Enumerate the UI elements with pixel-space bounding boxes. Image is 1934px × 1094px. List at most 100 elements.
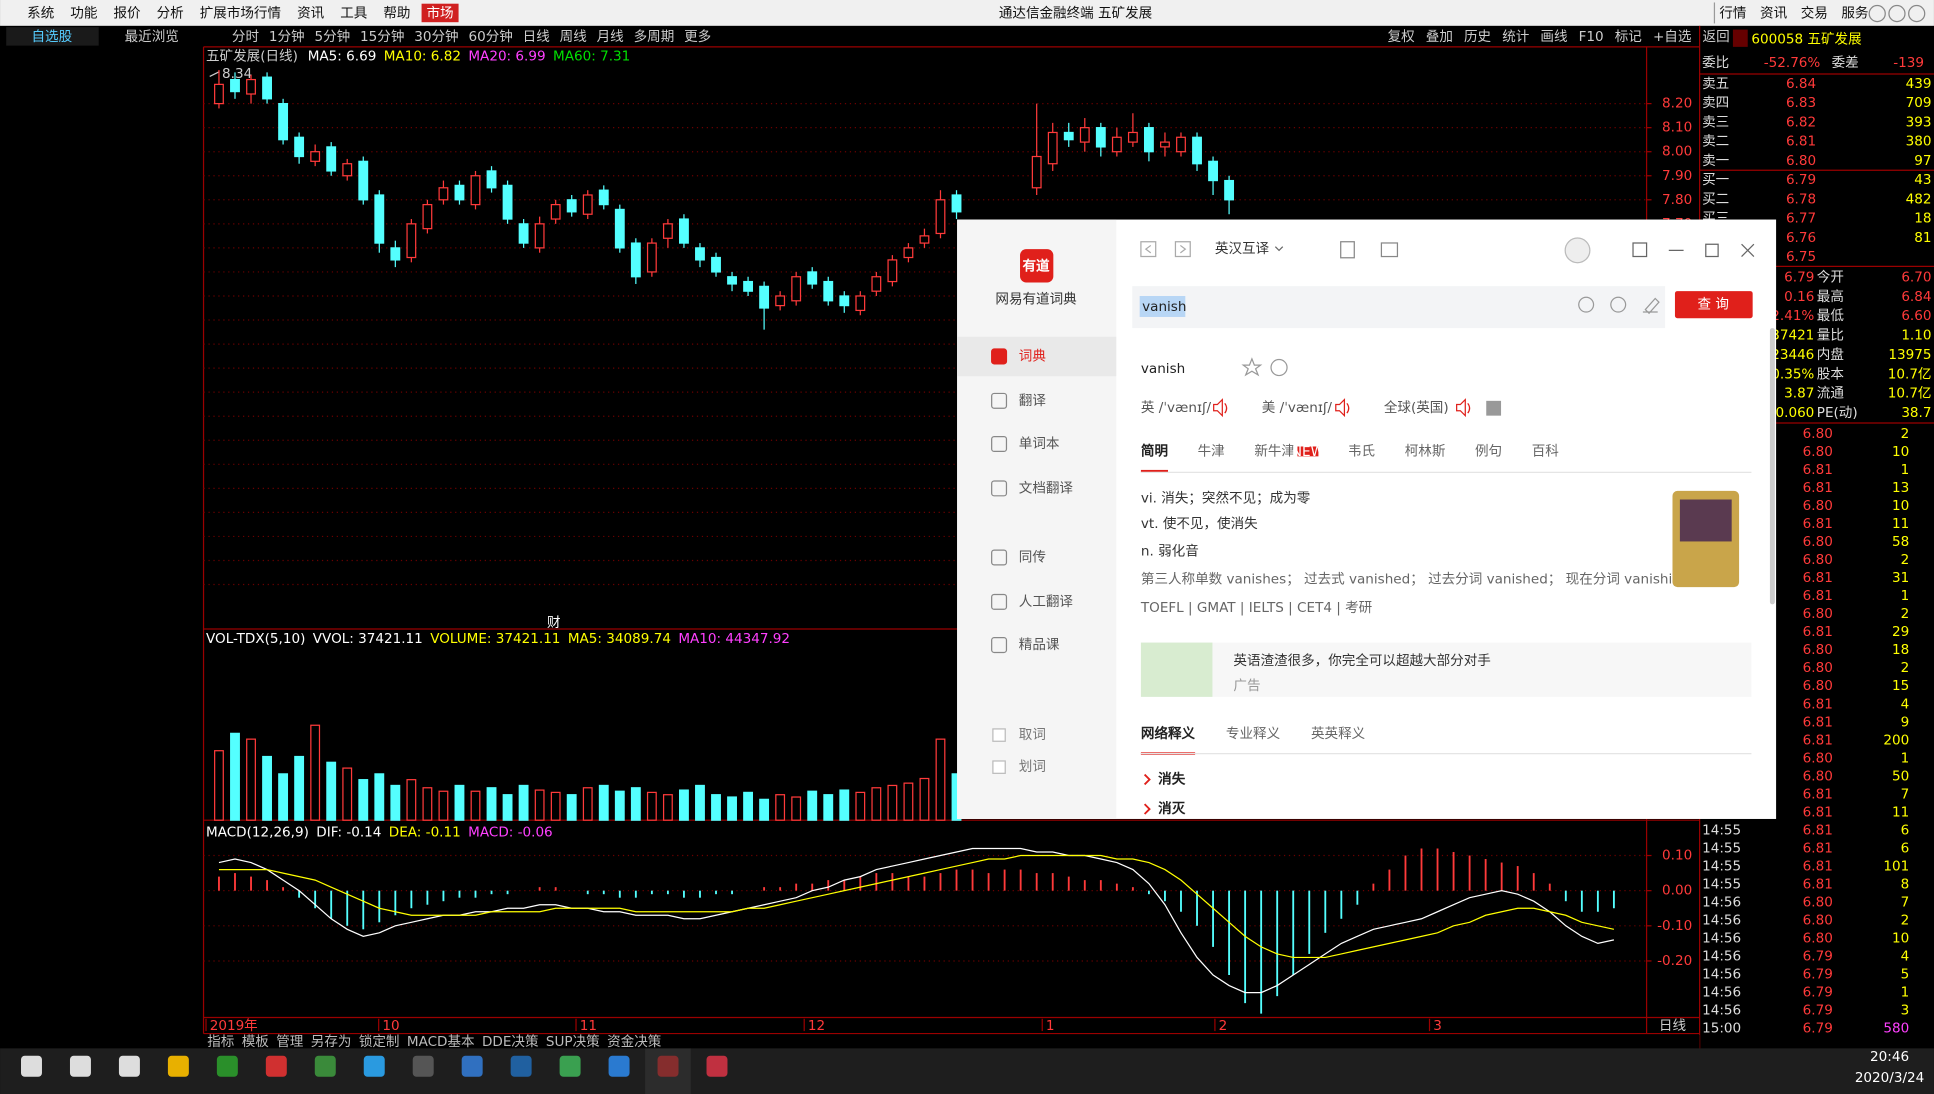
taskbar-icon[interactable] bbox=[510, 1055, 532, 1077]
menu-item-active[interactable]: 市场 bbox=[427, 5, 454, 22]
tool-button[interactable]: 历史 bbox=[1464, 29, 1492, 45]
period-button[interactable]: 1分钟 bbox=[269, 28, 305, 45]
tick-price: 6.81 bbox=[1803, 462, 1833, 478]
taskbar-icon[interactable] bbox=[314, 1055, 336, 1077]
tool-button[interactable]: 画线 bbox=[1540, 29, 1568, 45]
speaker-icon[interactable] bbox=[1213, 398, 1228, 418]
sidebar-tab[interactable]: 自选股 bbox=[32, 29, 73, 45]
tool-button[interactable]: 统计 bbox=[1502, 29, 1529, 45]
bottom-tab[interactable]: 锁定制 bbox=[359, 1034, 400, 1050]
stat-label: 股本 bbox=[1817, 366, 1845, 382]
candle-body bbox=[422, 203, 433, 230]
period-button[interactable]: 5分钟 bbox=[314, 28, 350, 45]
macd-header: DEA: -0.11 bbox=[389, 825, 461, 841]
tick-price: 6.80 bbox=[1803, 894, 1833, 910]
mode-select[interactable]: 英汉互译 bbox=[1215, 240, 1270, 257]
nav-item[interactable]: 同传 bbox=[1019, 549, 1046, 565]
taskbar-icon[interactable] bbox=[559, 1055, 581, 1077]
web-tab[interactable]: 专业释义 bbox=[1226, 726, 1281, 742]
bottom-tab[interactable]: 指标 bbox=[207, 1034, 234, 1050]
tool-button[interactable]: 返回 bbox=[1703, 29, 1730, 45]
dict-tab[interactable]: 韦氏 bbox=[1348, 443, 1375, 459]
taskbar-icon[interactable] bbox=[21, 1055, 42, 1077]
menu-item[interactable]: 扩展市场行情 bbox=[200, 5, 281, 22]
taskbar-icon[interactable] bbox=[167, 1055, 189, 1077]
tool-button[interactable]: 标记 bbox=[1615, 29, 1643, 45]
menu-item[interactable]: 报价 bbox=[113, 6, 141, 22]
period-button[interactable]: 60分钟 bbox=[468, 28, 512, 45]
menu-right-item[interactable]: 交易 bbox=[1801, 5, 1828, 22]
search-button[interactable] bbox=[1674, 291, 1753, 319]
bottom-tab[interactable]: SUP决策 bbox=[546, 1033, 600, 1050]
period-button[interactable]: 30分钟 bbox=[414, 28, 458, 45]
period-button[interactable]: 15分钟 bbox=[360, 28, 404, 45]
tick-time: 14:55 bbox=[1702, 840, 1741, 856]
period-button[interactable]: 分时 bbox=[232, 29, 260, 45]
volume-bar bbox=[662, 794, 673, 821]
period-button[interactable]: 周线 bbox=[560, 29, 588, 45]
taskbar-icon[interactable] bbox=[118, 1055, 140, 1077]
search-input[interactable]: vanish bbox=[1142, 299, 1186, 315]
sidebar-tab[interactable]: 最近浏览 bbox=[125, 29, 179, 45]
event-marker: 财 bbox=[547, 615, 561, 631]
web-tab[interactable]: 网络释义 bbox=[1141, 725, 1196, 742]
nav-arrows bbox=[1140, 241, 1191, 258]
taskbar-icon[interactable] bbox=[706, 1055, 728, 1077]
tick-price: 6.80 bbox=[1803, 660, 1833, 676]
speaker-icon[interactable] bbox=[1456, 398, 1471, 418]
bottom-tab[interactable]: 管理 bbox=[276, 1034, 304, 1050]
taskbar-icon[interactable] bbox=[69, 1055, 91, 1077]
checkbox[interactable] bbox=[992, 728, 1006, 742]
taskbar-icon[interactable] bbox=[216, 1055, 238, 1077]
period-button[interactable]: 更多 bbox=[684, 28, 711, 45]
dict-tab[interactable]: 柯林斯 bbox=[1405, 443, 1446, 459]
taskbar-icon[interactable] bbox=[265, 1055, 287, 1077]
menu-right-item[interactable]: 行情 bbox=[1719, 6, 1746, 22]
bottom-tab[interactable]: 模板 bbox=[242, 1034, 270, 1050]
menu-item[interactable]: 工具 bbox=[340, 6, 368, 22]
web-tab[interactable]: 英英释义 bbox=[1311, 725, 1366, 742]
dict-tab[interactable]: 简明 bbox=[1141, 442, 1168, 459]
nav-item[interactable]: 单词本 bbox=[1019, 436, 1060, 452]
checkbox[interactable] bbox=[992, 760, 1006, 774]
menu-item[interactable]: 分析 bbox=[157, 6, 184, 22]
dict-tab[interactable]: 牛津 bbox=[1198, 443, 1225, 459]
bottom-tab[interactable]: DDE决策 bbox=[482, 1033, 539, 1050]
dict-tab[interactable]: 百科 bbox=[1532, 443, 1560, 459]
period-button[interactable]: 日线 bbox=[523, 29, 551, 45]
bottom-tab[interactable]: MACD基本 bbox=[407, 1033, 475, 1050]
menu-item[interactable]: 帮助 bbox=[383, 6, 410, 22]
menu-item[interactable]: 系统 bbox=[27, 6, 54, 22]
nav-item[interactable]: 文档翻译 bbox=[1019, 480, 1074, 496]
tool-button[interactable]: 叠加 bbox=[1426, 29, 1453, 45]
tool-button[interactable]: F10 bbox=[1579, 29, 1604, 45]
bottom-tab[interactable]: 资金决策 bbox=[607, 1033, 662, 1050]
nav-item[interactable]: 人工翻译 bbox=[1019, 594, 1074, 610]
taskbar-icon[interactable] bbox=[363, 1055, 385, 1077]
speaker-icon[interactable] bbox=[1335, 398, 1350, 418]
taskbar-icon[interactable] bbox=[608, 1055, 630, 1077]
taskbar-icon[interactable] bbox=[461, 1055, 483, 1077]
taskbar-icon[interactable] bbox=[412, 1055, 434, 1077]
nav-item[interactable]: 词典 bbox=[1019, 348, 1046, 364]
nav-item[interactable]: 翻译 bbox=[1019, 393, 1047, 409]
tool-button[interactable]: 复权 bbox=[1388, 28, 1416, 45]
order-label: 卖一 bbox=[1702, 153, 1729, 169]
bottom-tab[interactable]: 另存为 bbox=[311, 1034, 352, 1050]
tick-volume: 18 bbox=[1892, 642, 1909, 658]
candle-body bbox=[727, 276, 737, 285]
candle-body bbox=[214, 83, 224, 105]
period-button[interactable]: 多周期 bbox=[634, 28, 675, 45]
tick-volume: 4 bbox=[1901, 948, 1910, 964]
menu-item[interactable]: 资讯 bbox=[297, 6, 325, 22]
dict-tab[interactable]: 新牛津 bbox=[1254, 443, 1295, 459]
tick-volume: 1 bbox=[1901, 984, 1910, 1000]
menu-right-item[interactable]: 资讯 bbox=[1760, 6, 1788, 22]
nav-item[interactable]: 精品课 bbox=[1019, 637, 1060, 653]
menu-right-item[interactable]: 服务 bbox=[1841, 6, 1869, 22]
menu-item[interactable]: 功能 bbox=[70, 6, 98, 22]
tool-button[interactable]: +自选 bbox=[1653, 29, 1692, 45]
stat-value: 10.7亿 bbox=[1888, 386, 1932, 402]
period-button[interactable]: 月线 bbox=[597, 29, 625, 45]
dict-tab[interactable]: 例句 bbox=[1475, 443, 1502, 459]
